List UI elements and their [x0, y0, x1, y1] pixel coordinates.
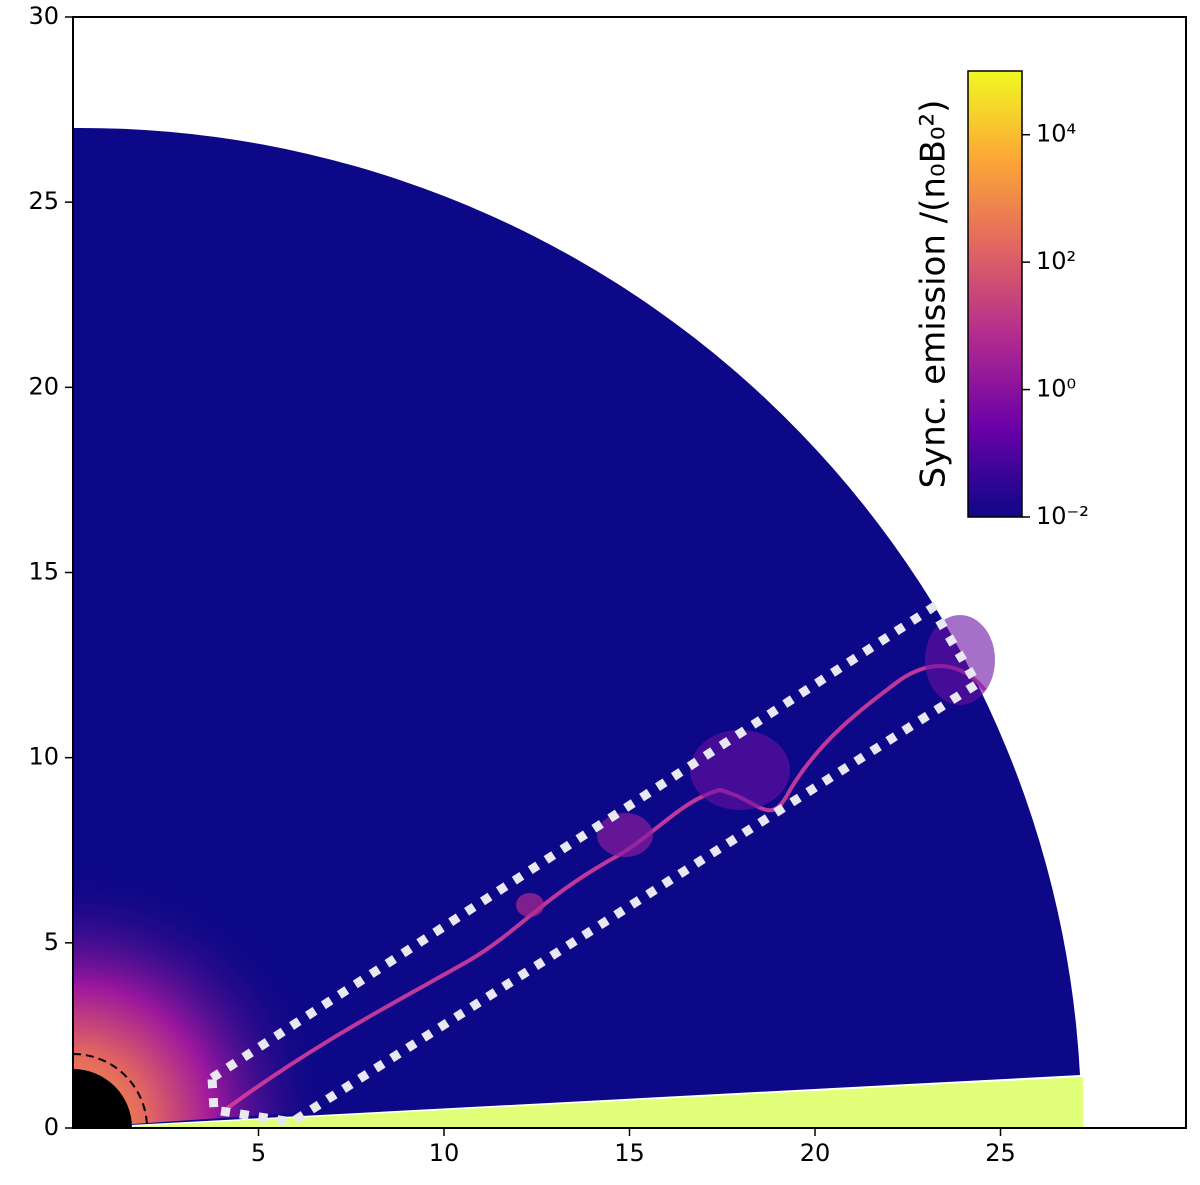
- y-tick-label: 20: [28, 372, 59, 400]
- colorbar-tick-label: 10⁰: [1036, 375, 1076, 403]
- colorbar-tick-label: 10⁴: [1036, 120, 1076, 148]
- y-tick-label: 30: [28, 2, 59, 30]
- y-tick-label: 25: [28, 187, 59, 215]
- colorbar-label: Sync. emission /(n₀B₀²): [914, 100, 954, 489]
- colorbar: [967, 70, 1023, 518]
- y-tick-label: 5: [44, 928, 59, 956]
- colorbar-tick-label: 10²: [1036, 247, 1076, 275]
- x-tick-label: 5: [251, 1139, 266, 1167]
- colorbar-tick-label: 10⁻²: [1036, 502, 1089, 530]
- heatmap-image: [72, 127, 1083, 1129]
- x-tick-label: 15: [614, 1139, 645, 1167]
- x-tick-label: 25: [985, 1139, 1016, 1167]
- y-tick-label: 0: [44, 1113, 59, 1141]
- y-tick-label: 15: [28, 558, 59, 586]
- x-tick-label: 10: [429, 1139, 460, 1167]
- x-tick-label: 20: [800, 1139, 831, 1167]
- y-tick-label: 10: [28, 743, 59, 771]
